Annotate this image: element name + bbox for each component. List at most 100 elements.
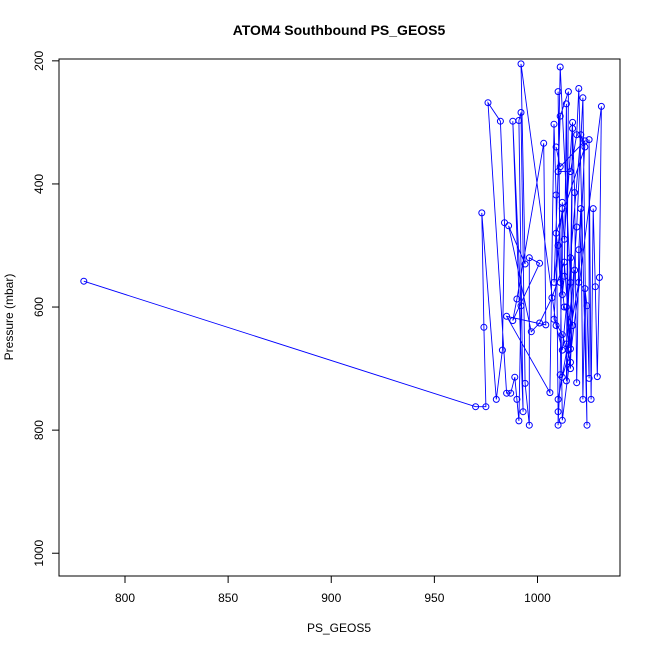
data-point xyxy=(585,374,593,382)
series-line xyxy=(83,63,602,426)
y-tick-label: 800 xyxy=(32,420,46,440)
data-point xyxy=(589,205,597,213)
y-axis: 200 400 600 800 1000 xyxy=(32,51,59,567)
y-tick-label: 600 xyxy=(32,297,46,317)
data-point xyxy=(503,389,511,397)
data-point xyxy=(575,278,583,286)
data-point xyxy=(513,395,521,403)
data-point xyxy=(80,277,88,285)
data-point xyxy=(509,317,517,325)
data-point xyxy=(567,358,574,366)
y-tick-label: 1000 xyxy=(32,540,46,567)
data-point xyxy=(558,331,566,339)
data-point xyxy=(585,136,593,144)
data-point xyxy=(511,373,519,381)
data-point xyxy=(556,163,564,171)
data-point xyxy=(573,223,581,231)
data-point xyxy=(552,191,560,199)
x-tick-label: 900 xyxy=(321,591,341,605)
data-point xyxy=(552,322,560,329)
data-point xyxy=(480,323,488,331)
data-point xyxy=(525,421,533,429)
data-point xyxy=(525,254,533,262)
data-point xyxy=(558,346,566,354)
data-point xyxy=(562,340,570,348)
data-point xyxy=(554,242,562,249)
data-point xyxy=(595,274,603,281)
data-point xyxy=(496,117,504,125)
data-point xyxy=(558,373,566,381)
data-point xyxy=(571,189,579,197)
data-point xyxy=(560,235,568,243)
data-point xyxy=(556,112,564,120)
data-point xyxy=(521,260,529,268)
data-point xyxy=(515,417,523,425)
data-point xyxy=(554,408,562,416)
data-point xyxy=(560,272,568,280)
data-point xyxy=(540,139,548,147)
data-point xyxy=(554,395,562,403)
data-point xyxy=(521,379,529,387)
data-point xyxy=(560,303,568,311)
data-point xyxy=(573,379,581,387)
data-point xyxy=(472,403,480,411)
data-point xyxy=(581,137,589,145)
data-point xyxy=(562,303,570,311)
data-point xyxy=(567,168,574,176)
data-point xyxy=(550,120,558,128)
data-point xyxy=(558,416,566,424)
data-point xyxy=(575,85,583,92)
data-point xyxy=(564,88,572,96)
plot-area xyxy=(80,60,605,429)
x-axis-label: PS_GEOS5 xyxy=(307,621,371,635)
data-point xyxy=(550,315,558,323)
data-point xyxy=(560,258,568,266)
data-point xyxy=(513,295,521,303)
x-axis: 800 850 900 950 1000 xyxy=(115,576,551,605)
data-point xyxy=(558,291,566,299)
data-point xyxy=(573,131,581,139)
data-point xyxy=(569,322,577,329)
data-point xyxy=(550,278,558,286)
data-point xyxy=(515,117,523,124)
data-point xyxy=(552,229,560,237)
x-tick-label: 1000 xyxy=(524,591,551,605)
data-point xyxy=(579,94,587,102)
data-point xyxy=(542,321,550,329)
data-point xyxy=(552,143,560,151)
data-point xyxy=(571,266,579,274)
data-point xyxy=(593,373,601,381)
data-point xyxy=(503,312,511,320)
data-point xyxy=(517,60,525,68)
data-point xyxy=(505,222,513,230)
data-point xyxy=(597,102,605,110)
data-point xyxy=(567,278,574,286)
x-tick-label: 950 xyxy=(424,591,444,605)
data-point xyxy=(567,254,574,262)
data-point xyxy=(583,421,591,429)
data-point xyxy=(558,205,566,213)
data-point xyxy=(536,319,544,327)
data-point xyxy=(507,389,515,397)
data-point xyxy=(484,99,492,107)
x-tick-label: 850 xyxy=(218,591,238,605)
data-point xyxy=(581,285,589,293)
data-point xyxy=(554,421,562,429)
data-point xyxy=(554,88,562,96)
plot-frame xyxy=(58,58,621,577)
data-point xyxy=(517,302,525,310)
data-point xyxy=(527,328,535,336)
data-point xyxy=(579,395,587,403)
chart-title: ATOM4 Southbound PS_GEOS5 xyxy=(233,22,446,38)
data-point xyxy=(492,395,500,403)
data-point xyxy=(517,109,525,116)
x-tick-label: 800 xyxy=(115,591,135,605)
data-point xyxy=(548,294,556,302)
data-point xyxy=(546,389,554,397)
data-point xyxy=(519,408,527,416)
data-point xyxy=(536,259,544,267)
data-point xyxy=(498,346,506,354)
data-point xyxy=(569,118,577,126)
